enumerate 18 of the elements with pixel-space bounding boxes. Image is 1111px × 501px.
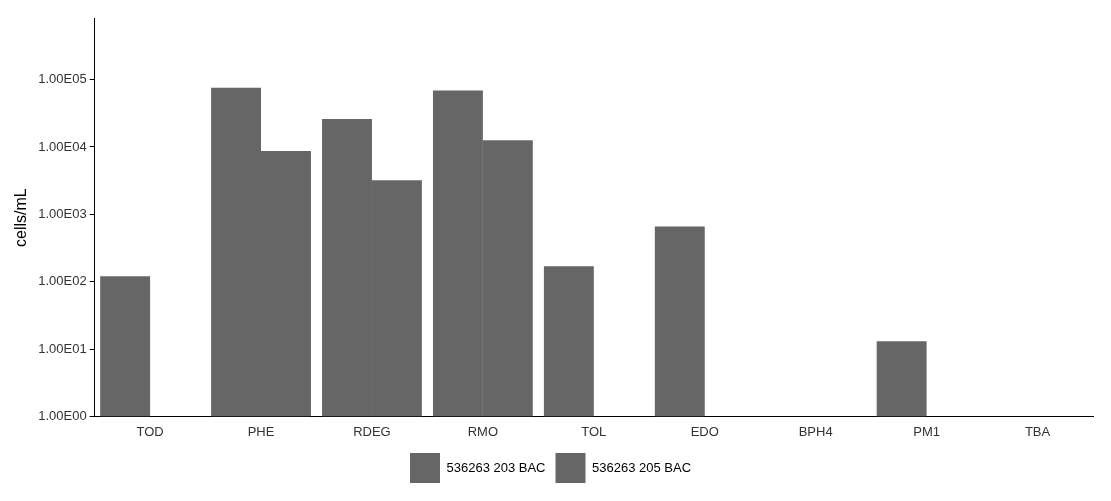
y-tick-label: 1.00E03 [38,205,87,221]
y-tick-label: 1.00E01 [38,340,87,356]
y-tick-label: 1.00E05 [38,71,87,87]
x-tick-label: PM1 [913,423,940,439]
x-tick-label: TOD [136,423,164,439]
x-tick-label: RMO [467,423,499,439]
x-tick-label: TOL [581,423,607,439]
y-tick-label: 1.00E00 [38,407,87,423]
legend-label: 536263 203 BAC [446,459,546,475]
y-tick-label: 1.00E02 [38,273,87,289]
x-tick-label: RDEG [353,423,391,439]
x-tick-label: EDO [690,423,719,439]
legend-label: 536263 205 BAC [592,459,692,475]
x-tick-label: BPH4 [798,423,833,439]
x-tick-label: TBA [1024,423,1051,439]
x-tick-label: PHE [247,423,275,439]
y-axis-title: cells/mL [12,188,30,247]
y-tick-label: 1.00E04 [38,138,87,154]
